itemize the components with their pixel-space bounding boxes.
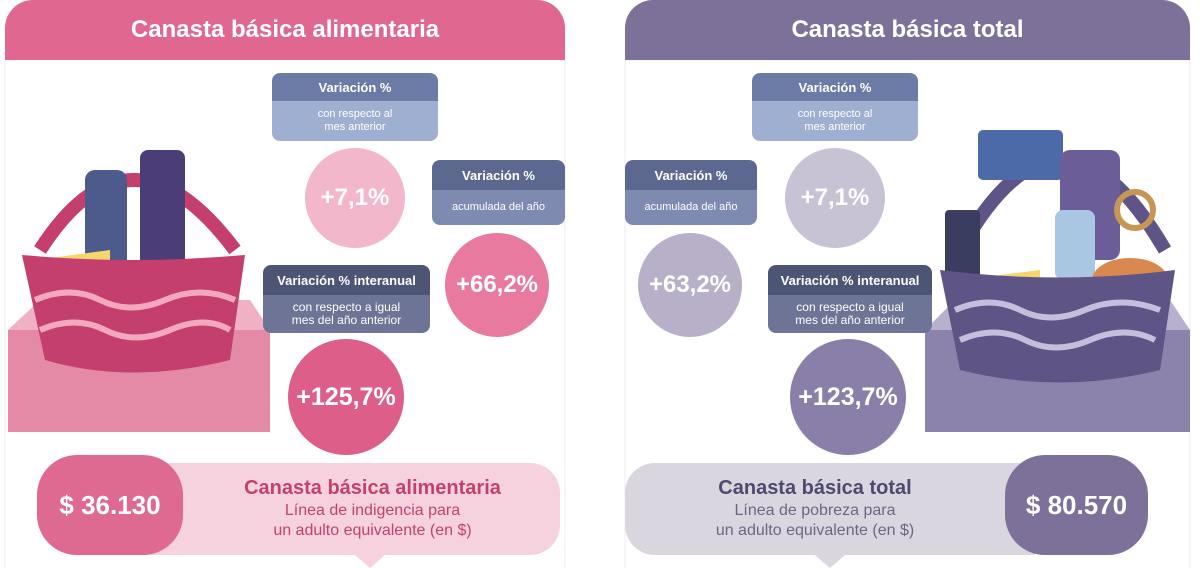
card	[978, 130, 1063, 180]
label-sub: con respecto al mes anterior	[272, 101, 438, 141]
label-sub: con respecto a igual mes del año anterior	[768, 295, 932, 333]
info-title: Canasta básica total	[718, 477, 912, 499]
info-band	[625, 463, 1035, 555]
value-circle: +125,7%	[288, 339, 404, 455]
label-sub: acumulada del año	[432, 190, 565, 225]
info-text: Canasta básica total Línea de pobreza pa…	[630, 468, 1000, 548]
label-title: Variación %	[432, 160, 565, 190]
panel-frame	[4, 59, 566, 568]
info-text: Canasta básica alimentaria Línea de indi…	[190, 468, 555, 548]
basket-weave	[953, 299, 1162, 351]
notch	[815, 555, 845, 568]
basket-weave	[33, 289, 237, 341]
label-line: con respecto al	[797, 108, 873, 120]
panel-header: Canasta básica total	[625, 0, 1190, 60]
info-line: un adulto equivalente (en $)	[715, 522, 915, 539]
label-title: Variación %	[272, 73, 438, 101]
basket-handle	[34, 173, 241, 255]
info-line: Línea de pobreza para	[734, 502, 896, 519]
basket	[940, 270, 1175, 383]
label-line: mes anterior	[804, 121, 866, 133]
label-title: Variación %	[625, 160, 757, 190]
info-line: un adulto equivalente (en $)	[273, 522, 472, 539]
value-circle: +66,2%	[445, 233, 549, 337]
keys	[1114, 189, 1156, 231]
value-circle: +7,1%	[785, 148, 885, 248]
label-title: Variación %	[752, 73, 918, 101]
info-line: Línea de indigencia para	[284, 502, 461, 519]
label-line: mes del año anterior	[291, 313, 402, 327]
phone	[945, 210, 980, 280]
label-line: con respecto a igual	[292, 300, 401, 314]
price: $ 80.570	[1005, 455, 1148, 555]
value-circle: +7,1%	[305, 148, 405, 248]
label-line: acumulada del año	[452, 201, 545, 213]
info-band	[150, 463, 560, 555]
label-sub: acumulada del año	[625, 190, 757, 225]
label-line: con respecto a igual	[796, 300, 904, 314]
panel-frame	[624, 59, 1191, 568]
basket	[22, 255, 245, 373]
value-circle: +63,2%	[638, 233, 742, 337]
label-title: Variación % interanual	[768, 265, 932, 295]
value-circle: +123,7%	[790, 339, 906, 455]
label-line: acumulada del año	[644, 201, 738, 213]
bottle	[1055, 210, 1095, 280]
label-line: mes anterior	[324, 121, 386, 133]
notch	[355, 555, 385, 568]
label-line: mes del año anterior	[795, 313, 905, 327]
label-sub: con respecto a igual mes del año anterior	[263, 295, 430, 333]
label-sub: con respecto al mes anterior	[752, 101, 918, 141]
info-title: Canasta básica alimentaria	[244, 477, 501, 499]
price: $ 36.130	[37, 455, 183, 555]
panel-header: Canasta básica alimentaria	[5, 0, 565, 60]
label-line: con respecto al	[317, 108, 393, 120]
label-title: Variación % interanual	[263, 265, 430, 295]
